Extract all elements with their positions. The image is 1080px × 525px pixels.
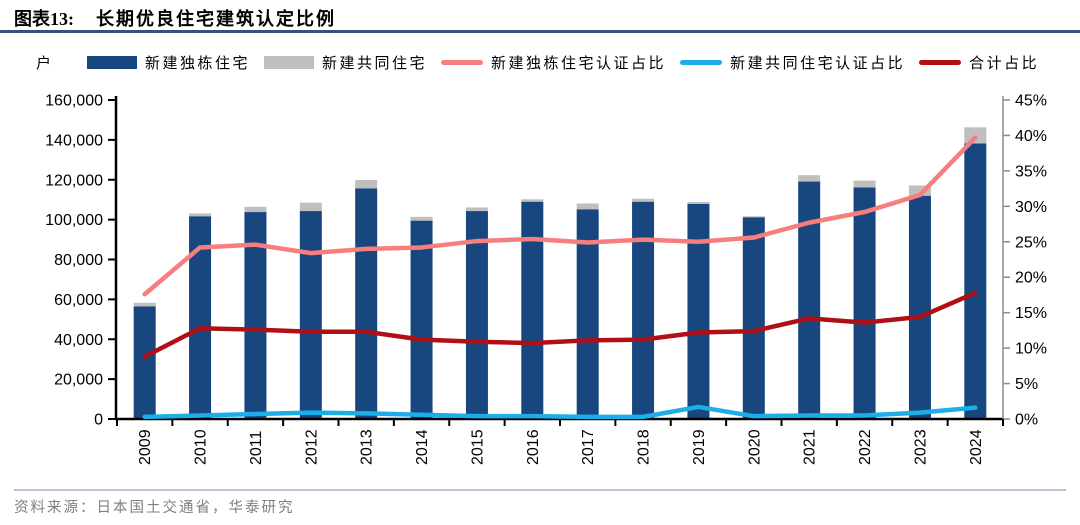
x-axis-label-2021: 2021 [802,429,819,465]
legend-line-swatch-2 [441,60,484,65]
left-axis-tick-label: 100,000 [45,212,103,229]
x-axis-label-2012: 2012 [303,429,320,465]
legend-label-4: 合计占比 [969,56,1040,72]
legend-bar-swatch-1 [264,56,315,69]
legend-item-2: 新建独栋住宅认证占比 [441,52,666,73]
bar-detached-2020 [742,217,765,419]
legend-label-1: 新建共同住宅 [322,56,428,72]
right-axis-tick-label: 15% [1015,305,1047,322]
bar-detached-2019 [687,203,710,419]
bar-condo-2009 [133,302,156,307]
x-axis-label-2024: 2024 [968,429,985,465]
x-axis-label-2013: 2013 [359,429,376,465]
right-axis-tick-label: 25% [1015,234,1047,251]
legend-bar-swatch-0 [87,56,138,69]
bar-detached-2014 [410,220,433,419]
bar-detached-2018 [632,201,655,419]
bar-condo-2016 [521,199,544,202]
x-axis-label-2010: 2010 [193,429,210,465]
page-title: 长期优良住宅建筑认定比例 [96,9,336,29]
legend-item-0: 新建独栋住宅 [87,52,250,73]
left-axis-tick-label: 140,000 [45,132,103,149]
bar-condo-2023 [908,185,931,196]
source-divider [14,489,1066,491]
legend-item-1: 新建共同住宅 [264,52,427,73]
right-axis-tick-label: 30% [1015,199,1047,216]
figure-header: 图表13: 长期优良住宅建筑认定比例 [14,5,336,31]
bar-detached-2013 [355,188,378,419]
right-axis-tick-label: 40% [1015,128,1047,145]
left-axis-tick-label: 160,000 [45,93,103,110]
left-axis-tick-label: 60,000 [54,292,103,309]
bar-detached-2009 [133,306,156,419]
bar-detached-2010 [189,216,212,419]
bar-detached-2011 [244,212,267,419]
bar-detached-2012 [299,211,322,419]
right-axis-tick-label: 35% [1015,163,1047,180]
x-axis-label-2014: 2014 [414,429,431,465]
bar-detached-2022 [853,187,876,419]
combo-chart: 0 20,000 40,000 60,000 80,000 100,000 120,000 1… [45,93,1047,466]
legend-item-4: 合计占比 [919,52,1039,73]
bar-condo-2018 [632,198,655,202]
left-axis-tick-label: 120,000 [45,172,103,189]
right-axis-tick-label: 20% [1015,270,1047,287]
x-axis-label-2020: 2020 [746,429,763,465]
right-axis-tick-label: 0% [1015,412,1038,429]
bar-detached-2021 [798,181,821,419]
left-axis-tick-label: 40,000 [54,332,103,349]
chart-legend: 户 新建独栋住宅 新建共同住宅 新建独栋住宅认证占比 新建共同住宅认证占比 合计占比 [36,52,1053,73]
legend-line-swatch-4 [919,60,962,65]
legend-line-swatch-3 [680,60,723,65]
legend-label-0: 新建独栋住宅 [145,56,251,72]
x-axis-label-2015: 2015 [469,429,486,465]
x-axis-label-2009: 2009 [137,429,154,465]
x-axis-label-2016: 2016 [525,429,542,465]
x-axis-label-2011: 2011 [248,430,265,465]
x-axis-label-2017: 2017 [580,429,597,465]
legend-label-2: 新建独栋住宅认证占比 [491,56,667,72]
bar-condo-2013 [355,179,378,189]
right-axis-tick-label: 10% [1015,341,1047,358]
bar-condo-2015 [465,207,488,212]
left-axis-tick-label: 80,000 [54,252,103,269]
bar-condo-2019 [687,201,710,204]
x-axis-label-2022: 2022 [857,429,874,465]
x-axis-label-2023: 2023 [912,429,929,465]
bar-detached-2017 [576,209,599,419]
legend-item-3: 新建共同住宅认证占比 [680,52,905,73]
bar-condo-2017 [576,203,599,210]
bar-condo-2020 [742,216,765,218]
bar-condo-2014 [410,216,433,221]
y-axis-unit-label: 户 [36,56,52,72]
bar-condo-2011 [244,206,267,213]
line-series-1 [142,404,978,420]
figure-number: 图表13: [14,9,74,29]
bar-condo-2010 [189,213,212,217]
x-axis-label-2019: 2019 [691,429,708,465]
bar-condo-2012 [299,202,322,212]
source-note: 资料来源：日本国土交通省，华泰研究 [14,500,295,516]
title-divider [0,30,1080,33]
left-axis-tick-label: 0 [94,412,103,429]
x-axis-label-2018: 2018 [636,429,653,465]
right-axis-tick-label: 45% [1015,93,1047,110]
line-series-2 [142,290,978,359]
bar-condo-2022 [853,180,876,188]
legend-label-3: 新建共同住宅认证占比 [730,56,906,72]
bar-condo-2021 [798,175,821,182]
line-series-0 [142,135,978,297]
bar-detached-2015 [465,211,488,419]
bar-detached-2024 [964,143,987,419]
right-axis-tick-label: 5% [1015,376,1038,393]
left-axis-tick-label: 20,000 [54,372,103,389]
bar-detached-2023 [908,195,931,419]
bar-detached-2016 [521,201,544,419]
